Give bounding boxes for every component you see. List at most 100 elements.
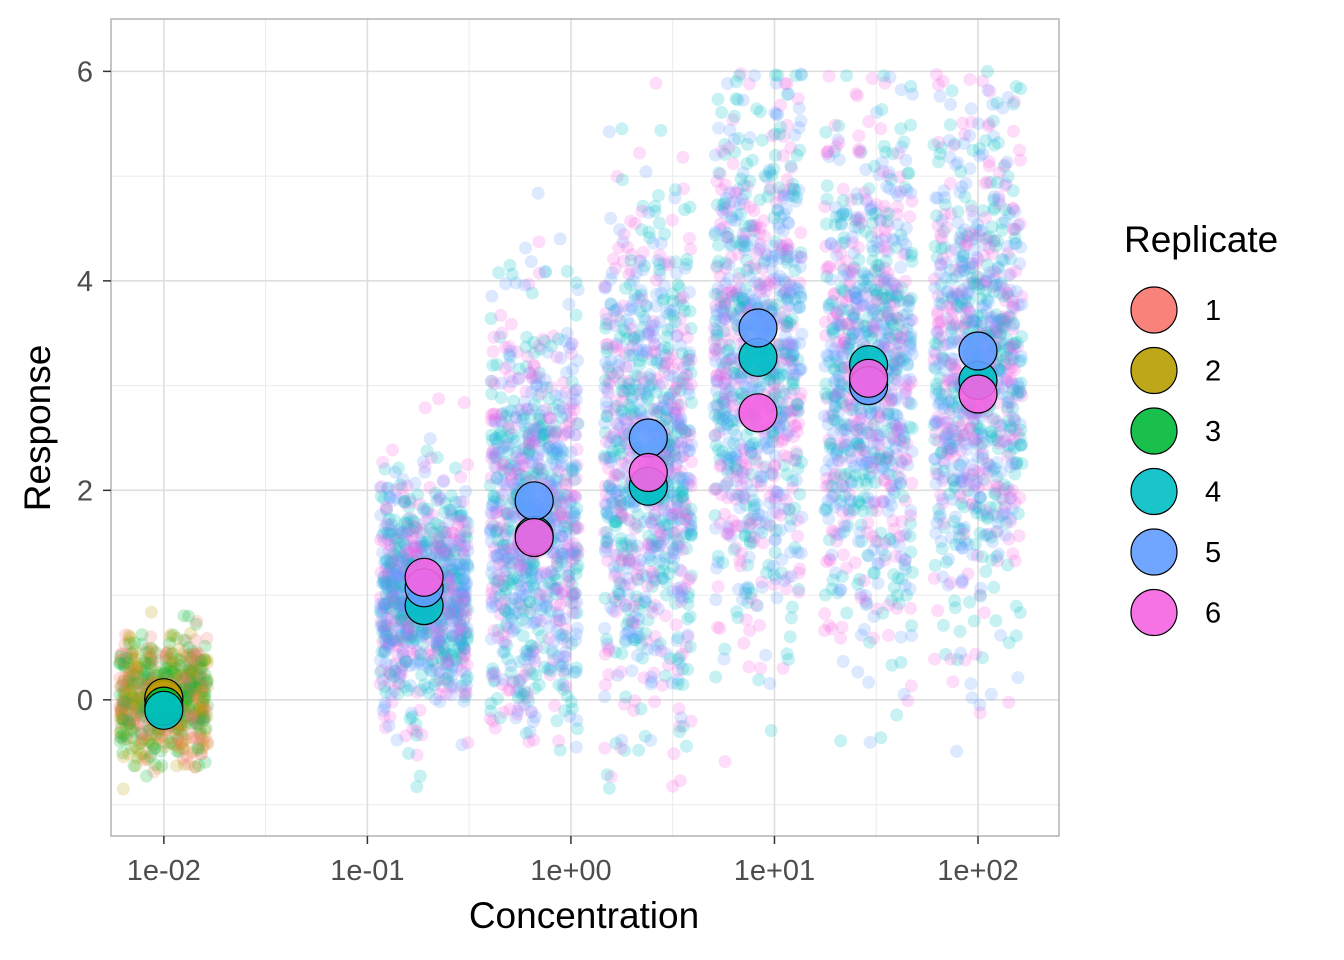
raw-point	[140, 728, 154, 742]
raw-point	[897, 135, 911, 149]
raw-point	[555, 555, 568, 569]
raw-point	[905, 619, 919, 633]
raw-point	[131, 675, 145, 689]
raw-point	[169, 667, 183, 681]
raw-point	[135, 628, 149, 642]
raw-point	[125, 691, 139, 704]
raw-point	[172, 658, 185, 672]
raw-point	[752, 673, 766, 687]
raw-point	[176, 752, 190, 766]
raw-point	[532, 266, 546, 280]
raw-point	[191, 669, 205, 683]
raw-point	[140, 769, 153, 783]
raw-point	[197, 654, 211, 667]
raw-point	[648, 402, 662, 416]
raw-point	[453, 627, 467, 641]
raw-point	[439, 530, 453, 544]
raw-point	[420, 444, 434, 458]
raw-point	[678, 304, 692, 318]
raw-point	[117, 728, 131, 742]
raw-point	[570, 621, 584, 635]
raw-point	[172, 745, 186, 759]
raw-point	[190, 645, 203, 659]
raw-point	[569, 740, 583, 754]
raw-point	[115, 647, 129, 661]
raw-point	[123, 691, 137, 705]
raw-point	[138, 753, 152, 767]
raw-point	[486, 358, 500, 372]
raw-point	[562, 297, 576, 311]
raw-point	[598, 621, 612, 635]
raw-point	[198, 691, 211, 705]
raw-point	[396, 613, 410, 627]
raw-point	[122, 670, 136, 684]
raw-point	[190, 716, 204, 730]
raw-point	[794, 226, 808, 240]
raw-point	[683, 285, 696, 299]
raw-point	[384, 557, 398, 571]
raw-point	[132, 701, 146, 715]
raw-point	[679, 368, 693, 382]
raw-point	[896, 490, 910, 504]
raw-point	[429, 546, 443, 560]
raw-point	[165, 658, 178, 672]
raw-point	[445, 506, 459, 520]
raw-point	[568, 489, 582, 503]
raw-point	[114, 647, 128, 661]
raw-point	[408, 541, 422, 555]
raw-point	[113, 699, 127, 713]
raw-point	[114, 731, 128, 745]
raw-point	[400, 533, 414, 546]
raw-point	[615, 173, 629, 187]
raw-point	[113, 711, 127, 725]
raw-point	[785, 481, 799, 495]
raw-point	[126, 677, 140, 691]
raw-point	[741, 137, 754, 151]
raw-point	[484, 506, 498, 519]
raw-point	[721, 77, 734, 90]
raw-point	[441, 655, 455, 669]
raw-point	[135, 676, 149, 690]
raw-point	[380, 618, 394, 632]
raw-point	[122, 629, 136, 643]
raw-point	[708, 429, 722, 443]
raw-point	[379, 601, 393, 615]
raw-point	[114, 716, 128, 730]
raw-point	[769, 524, 783, 538]
raw-point	[713, 459, 727, 473]
raw-point	[143, 657, 157, 671]
raw-point	[199, 673, 212, 686]
raw-point	[393, 556, 407, 570]
raw-point	[154, 729, 168, 742]
raw-point	[644, 733, 658, 747]
raw-point	[715, 144, 729, 158]
raw-point	[567, 596, 581, 610]
raw-point	[569, 276, 583, 290]
raw-point	[193, 672, 207, 686]
raw-point	[190, 672, 204, 685]
raw-point	[135, 733, 149, 747]
raw-point	[500, 616, 514, 629]
raw-point	[147, 742, 161, 756]
raw-point	[840, 69, 854, 83]
raw-point	[179, 669, 192, 682]
raw-point	[564, 695, 578, 709]
raw-point	[409, 717, 423, 731]
raw-point	[658, 518, 672, 531]
raw-point	[385, 539, 398, 553]
raw-point	[818, 607, 832, 621]
raw-point	[379, 501, 393, 515]
raw-point	[126, 646, 140, 660]
raw-point	[144, 655, 158, 669]
raw-point	[627, 599, 640, 613]
raw-point	[113, 656, 127, 670]
raw-point	[459, 578, 473, 592]
raw-point	[877, 69, 891, 83]
raw-point	[516, 613, 530, 626]
raw-point	[131, 694, 145, 708]
raw-point	[119, 628, 133, 642]
raw-point	[624, 214, 638, 228]
raw-point	[377, 625, 391, 638]
raw-point	[159, 654, 173, 668]
raw-point	[552, 734, 566, 748]
